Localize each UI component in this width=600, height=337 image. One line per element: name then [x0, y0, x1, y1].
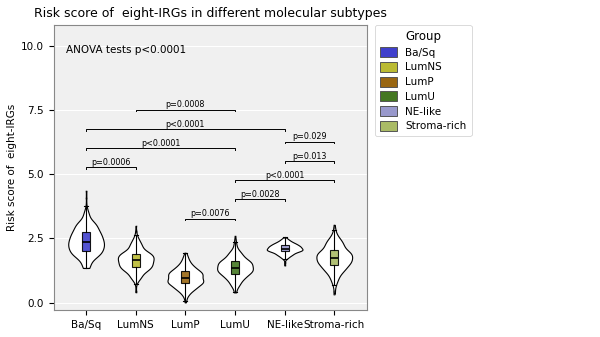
Text: p=0.0008: p=0.0008: [166, 100, 205, 109]
Legend: Ba/Sq, LumNS, LumP, LumU, NE-like, Stroma-rich: Ba/Sq, LumNS, LumP, LumU, NE-like, Strom…: [375, 25, 472, 136]
PathPatch shape: [82, 232, 90, 251]
Title: Risk score of  eight-IRGs in different molecular subtypes: Risk score of eight-IRGs in different mo…: [34, 7, 386, 20]
Text: p<0.0001: p<0.0001: [166, 120, 205, 128]
Text: p=0.0028: p=0.0028: [240, 190, 280, 199]
PathPatch shape: [132, 254, 140, 267]
Text: p=0.029: p=0.029: [292, 132, 327, 141]
PathPatch shape: [281, 245, 289, 251]
Text: p=0.0076: p=0.0076: [190, 209, 230, 218]
PathPatch shape: [181, 271, 190, 283]
Text: ANOVA tests p<0.0001: ANOVA tests p<0.0001: [67, 45, 187, 55]
Text: p=0.0006: p=0.0006: [91, 158, 131, 167]
PathPatch shape: [330, 250, 338, 265]
Text: p<0.0001: p<0.0001: [265, 171, 304, 180]
Y-axis label: Risk score of  eight-IRGs: Risk score of eight-IRGs: [7, 104, 17, 232]
Text: p=0.013: p=0.013: [292, 152, 326, 161]
Text: p<0.0001: p<0.0001: [141, 139, 180, 148]
PathPatch shape: [231, 261, 239, 274]
